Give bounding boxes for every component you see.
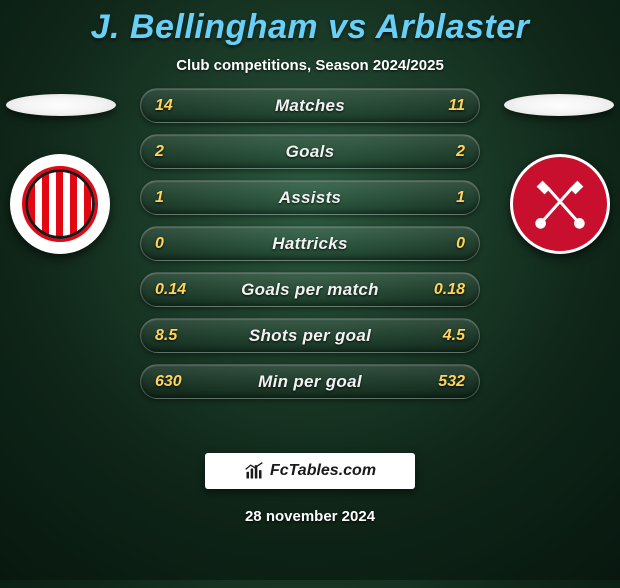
stat-label: Goals per match	[241, 280, 379, 300]
crest-right	[510, 154, 610, 254]
stat-row: 8.5 Shots per goal 4.5	[140, 318, 480, 353]
stat-label: Matches	[275, 96, 345, 116]
stat-row: 630 Min per goal 532	[140, 364, 480, 399]
stat-value-left: 1	[155, 189, 164, 207]
page-title: J. Bellingham vs Arblaster	[0, 8, 620, 47]
platform-right	[504, 94, 614, 116]
swords-icon	[529, 173, 591, 235]
stat-row: 0.14 Goals per match 0.18	[140, 272, 480, 307]
stat-label: Shots per goal	[249, 326, 371, 346]
stat-value-left: 2	[155, 143, 164, 161]
footer-date: 28 november 2024	[245, 508, 375, 525]
stat-value-left: 14	[155, 97, 173, 115]
stat-value-left: 630	[155, 373, 182, 391]
crest-left-shield	[25, 169, 95, 239]
comparison-arena: 14 Matches 11 2 Goals 2 1 Assists 1 0 Hattricks 0 0.…	[0, 94, 620, 414]
stat-value-right: 1	[456, 189, 465, 207]
crest-left	[10, 154, 110, 254]
stat-value-right: 0	[456, 235, 465, 253]
stat-value-left: 0.14	[155, 281, 186, 299]
stats-list: 14 Matches 11 2 Goals 2 1 Assists 1 0 Hattricks 0 0.…	[140, 88, 480, 399]
page-subtitle: Club competitions, Season 2024/2025	[0, 57, 620, 74]
stat-value-right: 11	[448, 97, 465, 115]
stat-row: 0 Hattricks 0	[140, 226, 480, 261]
stat-value-right: 0.18	[434, 281, 465, 299]
chart-icon	[244, 461, 264, 481]
stat-row: 2 Goals 2	[140, 134, 480, 169]
stat-value-left: 8.5	[155, 327, 177, 345]
platform-left	[6, 94, 116, 116]
stat-label: Min per goal	[258, 372, 362, 392]
stat-label: Assists	[279, 188, 342, 208]
stat-value-left: 0	[155, 235, 164, 253]
stat-row: 14 Matches 11	[140, 88, 480, 123]
stat-label: Goals	[286, 142, 335, 162]
stat-label: Hattricks	[272, 234, 347, 254]
stat-row: 1 Assists 1	[140, 180, 480, 215]
stat-value-right: 4.5	[443, 327, 465, 345]
stat-value-right: 2	[456, 143, 465, 161]
stat-value-right: 532	[438, 373, 465, 391]
brand-label: FcTables.com	[270, 462, 376, 480]
brand-badge[interactable]: FcTables.com	[205, 453, 415, 489]
